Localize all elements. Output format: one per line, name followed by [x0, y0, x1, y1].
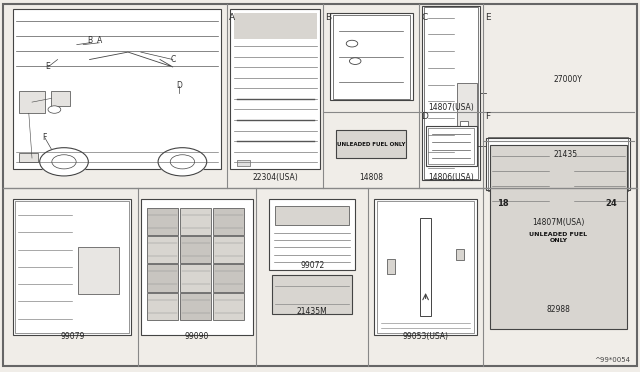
Bar	[552, 156, 572, 177]
Circle shape	[158, 148, 207, 176]
Bar	[180, 264, 211, 292]
Text: E: E	[485, 13, 491, 22]
Text: 24: 24	[605, 199, 617, 208]
Circle shape	[346, 40, 358, 47]
Text: 99090: 99090	[185, 332, 209, 341]
Bar	[269, 199, 355, 270]
Text: C: C	[421, 13, 428, 22]
Text: B: B	[325, 13, 332, 22]
Text: B: B	[87, 36, 92, 45]
Bar	[147, 264, 179, 292]
Text: ^99*0054: ^99*0054	[595, 357, 630, 363]
Bar	[213, 236, 244, 263]
Text: 14807M(USA): 14807M(USA)	[532, 218, 584, 227]
Bar	[19, 91, 45, 113]
Bar	[13, 9, 221, 169]
Bar	[456, 249, 464, 260]
Bar	[275, 206, 349, 225]
Bar	[19, 153, 38, 162]
Text: 14807(USA): 14807(USA)	[428, 103, 474, 112]
Bar	[234, 13, 317, 39]
Text: 14806(USA): 14806(USA)	[428, 173, 474, 182]
Bar	[387, 259, 395, 274]
Bar	[213, 264, 244, 292]
Text: 99079: 99079	[60, 332, 84, 341]
Text: UNLEADED FUEL ONLY: UNLEADED FUEL ONLY	[337, 142, 406, 147]
Circle shape	[349, 58, 361, 64]
Bar	[486, 138, 630, 190]
Bar	[147, 236, 179, 263]
Text: A: A	[97, 36, 102, 45]
Polygon shape	[90, 52, 173, 67]
Bar	[424, 7, 478, 179]
Bar	[180, 293, 211, 320]
Text: E: E	[45, 62, 51, 71]
Bar	[330, 13, 413, 100]
Text: C: C	[170, 55, 175, 64]
Bar	[426, 126, 477, 166]
Circle shape	[40, 148, 88, 176]
Text: A: A	[229, 13, 236, 22]
Text: 82988: 82988	[546, 305, 570, 314]
Bar	[272, 275, 352, 314]
Bar	[180, 208, 211, 235]
Text: F: F	[485, 112, 490, 121]
Bar	[213, 208, 244, 235]
Bar	[488, 137, 628, 191]
Text: 27000Y: 27000Y	[554, 75, 582, 84]
Bar	[333, 15, 410, 99]
Text: D: D	[421, 112, 428, 121]
Text: D: D	[176, 81, 182, 90]
Text: UNLEADED FUEL
ONLY: UNLEADED FUEL ONLY	[529, 232, 588, 243]
Text: 14808: 14808	[359, 173, 383, 182]
Bar	[457, 83, 477, 162]
Text: F: F	[43, 133, 47, 142]
Bar	[213, 293, 244, 320]
Circle shape	[48, 106, 61, 113]
Bar	[78, 247, 119, 294]
Bar	[336, 130, 406, 158]
Bar	[420, 218, 431, 316]
Bar	[13, 199, 131, 335]
Bar	[460, 121, 468, 136]
Text: 22304(USA): 22304(USA)	[252, 173, 298, 182]
Polygon shape	[26, 48, 218, 167]
Bar	[490, 145, 627, 329]
Bar	[428, 128, 474, 164]
Polygon shape	[32, 11, 90, 60]
Bar	[237, 160, 250, 166]
Bar	[51, 154, 67, 162]
Text: 21435M: 21435M	[297, 307, 328, 316]
Bar	[422, 6, 480, 180]
Bar	[230, 9, 320, 169]
Bar	[51, 91, 70, 106]
Bar	[180, 236, 211, 263]
Text: 99053(USA): 99053(USA)	[403, 332, 449, 341]
Bar	[377, 201, 474, 333]
Bar	[147, 208, 179, 235]
Text: 18: 18	[497, 199, 508, 208]
Bar	[471, 141, 477, 151]
Bar	[374, 199, 477, 335]
Text: 99072: 99072	[300, 261, 324, 270]
Text: 21435: 21435	[554, 150, 578, 159]
Bar	[141, 199, 253, 335]
Bar	[147, 293, 179, 320]
Bar	[15, 201, 129, 333]
